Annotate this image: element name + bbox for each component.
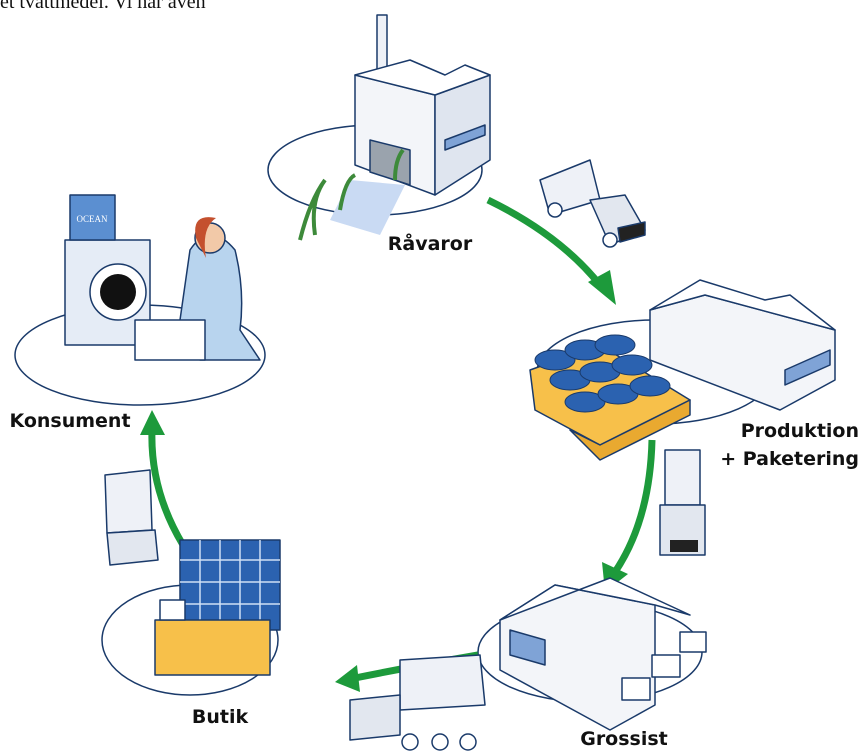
- consumer: OCEAN: [65, 195, 260, 360]
- flow-arrows-part: [152, 430, 183, 545]
- truck-part: [350, 695, 400, 740]
- header-text: et tvättmedel. Vi har även: [0, 0, 206, 13]
- flow-arrows-part: [615, 440, 652, 572]
- warehouse-part: [680, 632, 706, 652]
- diagram: et tvättmedel. Vi har även: [0, 0, 863, 755]
- truck-part: [107, 530, 158, 565]
- production-hall-part-part: [630, 376, 670, 396]
- truck: [660, 450, 705, 555]
- truck-part: [460, 734, 476, 750]
- production-hall-part-part: [612, 355, 652, 375]
- truck-part: [603, 233, 617, 247]
- shop-part: [180, 540, 280, 630]
- truck-part: [670, 540, 698, 552]
- shop-part: [160, 600, 185, 620]
- consumer-part: [100, 274, 136, 310]
- flow-arrows-part: [488, 200, 600, 285]
- truck: [105, 470, 158, 565]
- truck: [540, 160, 645, 247]
- page: Kretslopp {"header_text": "et tvättmedel…: [0, 0, 863, 755]
- node-label: Butik: [192, 706, 249, 728]
- truck-part: [432, 734, 448, 750]
- node-label: Produktion: [741, 420, 859, 442]
- brand-label: OCEAN: [77, 214, 108, 224]
- truck-part: [665, 450, 700, 505]
- warehouse-part: [622, 678, 650, 700]
- flow-arrows-part: [140, 410, 165, 435]
- truck: [350, 655, 485, 750]
- shop: [155, 540, 280, 675]
- production-hall-part-part: [595, 335, 635, 355]
- node-label: Råvaror: [388, 231, 473, 255]
- node-label: Konsument: [9, 410, 130, 432]
- body: et tvättmedel. Vi har även: [0, 0, 863, 755]
- node-label: + Paketering: [720, 448, 859, 470]
- node-label: Grossist: [580, 728, 668, 750]
- flow-arrows-part: [335, 665, 360, 692]
- truck-part: [400, 655, 485, 710]
- truck-part: [402, 734, 418, 750]
- truck-part: [548, 203, 562, 217]
- warehouse-part: [652, 655, 680, 677]
- consumer-part: [135, 320, 205, 360]
- shop-part: [155, 620, 270, 675]
- truck-part: [105, 470, 152, 533]
